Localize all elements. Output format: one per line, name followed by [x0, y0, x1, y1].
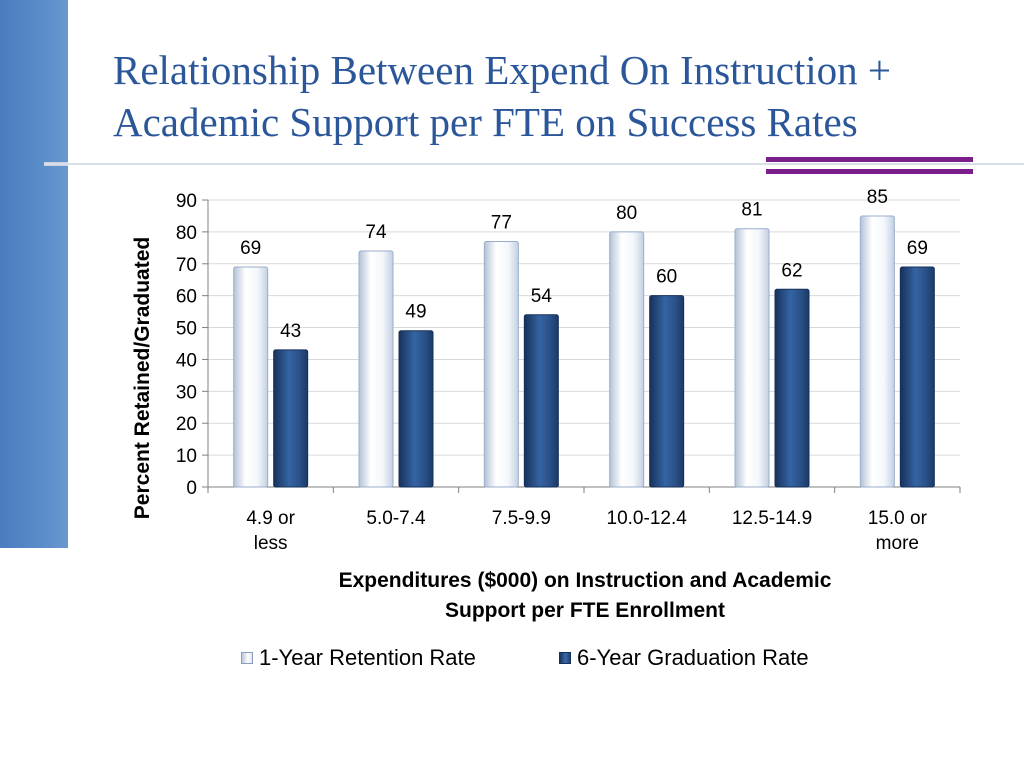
- chart-legend: 1-Year Retention Rate 6-Year Graduation …: [0, 645, 1024, 673]
- purple-accent-bar-top: [766, 157, 973, 162]
- bar-graduation: [273, 349, 309, 488]
- bar-graduation: [523, 314, 559, 488]
- data-label-graduation: 49: [405, 302, 426, 323]
- bar-graduation: [398, 330, 434, 488]
- data-label-retention: 81: [741, 200, 762, 221]
- data-label-graduation: 62: [781, 260, 802, 281]
- legend-swatch-retention: [241, 652, 253, 664]
- bars: [233, 215, 935, 488]
- y-tick-label: 90: [176, 191, 197, 212]
- y-tick-label: 10: [176, 446, 197, 467]
- x-tick-label: 5.0-7.4: [366, 508, 426, 529]
- data-label-retention: 77: [491, 212, 512, 233]
- data-label-graduation: 54: [531, 286, 553, 307]
- data-label-graduation: 60: [656, 267, 677, 288]
- left-accent-bar: [0, 0, 68, 548]
- y-tick-label: 20: [176, 414, 197, 435]
- y-tick-label: 80: [176, 223, 197, 244]
- y-tick-label: 70: [176, 255, 197, 276]
- data-label-graduation: 69: [907, 238, 928, 259]
- purple-accent-bars: [766, 157, 973, 181]
- bar-retention: [609, 231, 645, 488]
- legend-item-graduation: 6-Year Graduation Rate: [559, 645, 809, 671]
- data-label-retention: 69: [240, 238, 261, 259]
- x-axis-title-line-1: Expenditures ($000) on Instruction and A…: [339, 569, 832, 592]
- data-label-retention: 85: [867, 187, 888, 208]
- y-tick-label: 30: [176, 382, 197, 403]
- bar-retention: [358, 250, 394, 488]
- x-tick-label: 12.5-14.9: [732, 508, 812, 529]
- gridlines: [208, 199, 960, 456]
- x-tick-label: 7.5-9.9: [492, 508, 551, 529]
- y-tick-label: 60: [176, 287, 197, 308]
- slide-title: Relationship Between Expend On Instructi…: [113, 44, 1013, 148]
- bar-graduation: [899, 266, 935, 488]
- bar-retention: [233, 266, 269, 488]
- y-axis-title: Percent Retained/Graduated: [131, 237, 154, 519]
- legend-swatch-graduation: [559, 652, 571, 664]
- x-axis-title-line-2: Support per FTE Enrollment: [445, 599, 725, 622]
- x-tick-label: 15.0 or more: [868, 508, 928, 554]
- axes: 0 10 20 30 40 50 60 70 80 90 4.9 or less 5.0-7.4 7.5-…: [176, 191, 961, 554]
- header-divider: [44, 163, 1024, 165]
- y-tick-label: 0: [186, 478, 197, 499]
- data-label-graduation: 43: [280, 321, 301, 342]
- legend-label-retention: 1-Year Retention Rate: [259, 645, 476, 670]
- y-tick-label: 50: [176, 319, 197, 340]
- legend-item-retention: 1-Year Retention Rate: [241, 645, 476, 671]
- bar-retention: [734, 228, 770, 488]
- slide-title-line-1: Relationship Between Expend On Instructi…: [113, 47, 892, 93]
- x-tick-label: 10.0-12.4: [607, 508, 688, 529]
- data-label-retention: 80: [616, 203, 637, 224]
- x-tick-label: 4.9 or less: [246, 508, 295, 554]
- data-labels: 69 74 77 80 81 85 43 49 54 60 62 69: [240, 187, 928, 342]
- legend-label-graduation: 6-Year Graduation Rate: [577, 645, 809, 670]
- bar-retention: [483, 240, 519, 488]
- bar-graduation: [649, 295, 685, 488]
- bar-graduation: [774, 288, 810, 488]
- slide-title-line-2: Academic Support per FTE on Success Rate…: [113, 99, 858, 145]
- data-label-retention: 74: [365, 222, 387, 243]
- purple-accent-bar-bottom: [766, 169, 973, 174]
- bar-retention: [859, 215, 895, 488]
- y-tick-label: 40: [176, 350, 197, 371]
